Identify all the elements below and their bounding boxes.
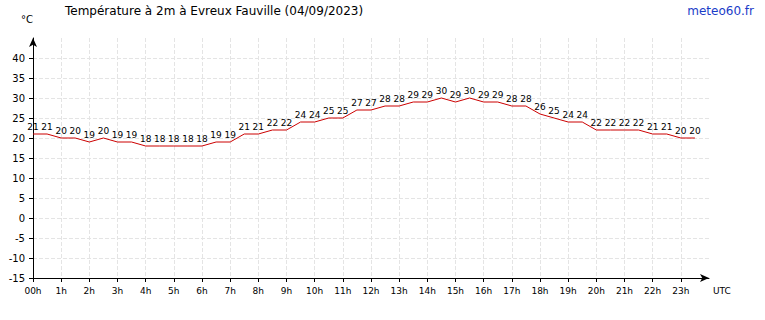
svg-text:29: 29 <box>450 90 462 100</box>
svg-text:14h: 14h <box>419 286 436 296</box>
svg-text:25: 25 <box>323 106 334 116</box>
svg-text:20h: 20h <box>588 286 605 296</box>
svg-text:18h: 18h <box>531 286 548 296</box>
svg-text:meteo60.fr: meteo60.fr <box>687 4 754 18</box>
svg-text:30: 30 <box>436 86 448 96</box>
svg-text:22: 22 <box>633 118 644 128</box>
svg-text:19h: 19h <box>560 286 577 296</box>
svg-text:26: 26 <box>534 102 546 112</box>
svg-text:00h: 00h <box>24 286 41 296</box>
svg-text:°C: °C <box>21 14 33 25</box>
svg-text:29: 29 <box>478 90 490 100</box>
svg-text:6h: 6h <box>196 286 207 296</box>
svg-text:15h: 15h <box>447 286 464 296</box>
svg-text:-10: -10 <box>9 253 25 264</box>
svg-text:24: 24 <box>577 110 589 120</box>
svg-text:19: 19 <box>126 130 138 140</box>
svg-text:22: 22 <box>619 118 630 128</box>
svg-text:20: 20 <box>55 126 67 136</box>
svg-text:21: 21 <box>27 122 38 132</box>
svg-text:Température à 2m à Evreux Fauv: Température à 2m à Evreux Fauville (04/0… <box>64 4 363 18</box>
svg-text:21: 21 <box>41 122 52 132</box>
svg-text:21: 21 <box>239 122 250 132</box>
svg-text:28: 28 <box>379 94 391 104</box>
svg-text:0: 0 <box>19 213 25 224</box>
svg-text:12h: 12h <box>362 286 379 296</box>
svg-text:17h: 17h <box>503 286 520 296</box>
svg-text:30: 30 <box>12 93 25 104</box>
svg-text:22h: 22h <box>644 286 661 296</box>
svg-text:24: 24 <box>309 110 321 120</box>
svg-text:-15: -15 <box>9 273 25 284</box>
svg-text:21: 21 <box>253 122 264 132</box>
svg-text:19: 19 <box>84 130 96 140</box>
svg-text:13h: 13h <box>391 286 408 296</box>
svg-text:7h: 7h <box>224 286 235 296</box>
svg-text:UTC: UTC <box>713 286 731 296</box>
svg-text:24: 24 <box>295 110 307 120</box>
svg-text:19: 19 <box>224 130 236 140</box>
svg-text:24: 24 <box>562 110 574 120</box>
svg-text:20: 20 <box>12 133 25 144</box>
svg-text:22: 22 <box>267 118 278 128</box>
svg-text:23h: 23h <box>672 286 689 296</box>
svg-text:4h: 4h <box>140 286 151 296</box>
svg-text:-5: -5 <box>15 233 25 244</box>
svg-text:18: 18 <box>196 134 208 144</box>
svg-text:1h: 1h <box>55 286 66 296</box>
svg-text:15: 15 <box>12 153 25 164</box>
svg-text:29: 29 <box>422 90 434 100</box>
svg-text:22: 22 <box>591 118 602 128</box>
svg-text:25: 25 <box>12 113 25 124</box>
svg-text:9h: 9h <box>281 286 292 296</box>
svg-text:21: 21 <box>661 122 672 132</box>
svg-text:20: 20 <box>675 126 687 136</box>
svg-text:10: 10 <box>12 173 25 184</box>
svg-text:20: 20 <box>689 126 701 136</box>
svg-text:28: 28 <box>506 94 518 104</box>
svg-text:16h: 16h <box>475 286 492 296</box>
svg-text:30: 30 <box>464 86 476 96</box>
svg-text:21: 21 <box>647 122 658 132</box>
svg-text:29: 29 <box>492 90 504 100</box>
svg-text:25: 25 <box>548 106 559 116</box>
svg-text:2h: 2h <box>84 286 95 296</box>
svg-text:11h: 11h <box>334 286 351 296</box>
svg-text:20: 20 <box>98 126 110 136</box>
svg-text:27: 27 <box>351 98 362 108</box>
svg-text:8h: 8h <box>253 286 264 296</box>
svg-text:18: 18 <box>182 134 194 144</box>
svg-text:5h: 5h <box>168 286 179 296</box>
svg-text:18: 18 <box>140 134 152 144</box>
svg-text:3h: 3h <box>112 286 123 296</box>
svg-text:35: 35 <box>12 73 25 84</box>
svg-text:22: 22 <box>281 118 292 128</box>
svg-text:28: 28 <box>520 94 532 104</box>
svg-text:25: 25 <box>337 106 348 116</box>
svg-text:21h: 21h <box>616 286 633 296</box>
svg-text:19: 19 <box>112 130 124 140</box>
svg-text:27: 27 <box>365 98 376 108</box>
svg-text:19: 19 <box>210 130 222 140</box>
svg-text:29: 29 <box>408 90 420 100</box>
svg-text:22: 22 <box>605 118 616 128</box>
svg-text:40: 40 <box>12 53 25 64</box>
svg-text:18: 18 <box>154 134 166 144</box>
svg-text:28: 28 <box>393 94 405 104</box>
svg-text:20: 20 <box>70 126 82 136</box>
svg-text:5: 5 <box>19 193 25 204</box>
svg-text:10h: 10h <box>306 286 323 296</box>
svg-text:18: 18 <box>168 134 180 144</box>
